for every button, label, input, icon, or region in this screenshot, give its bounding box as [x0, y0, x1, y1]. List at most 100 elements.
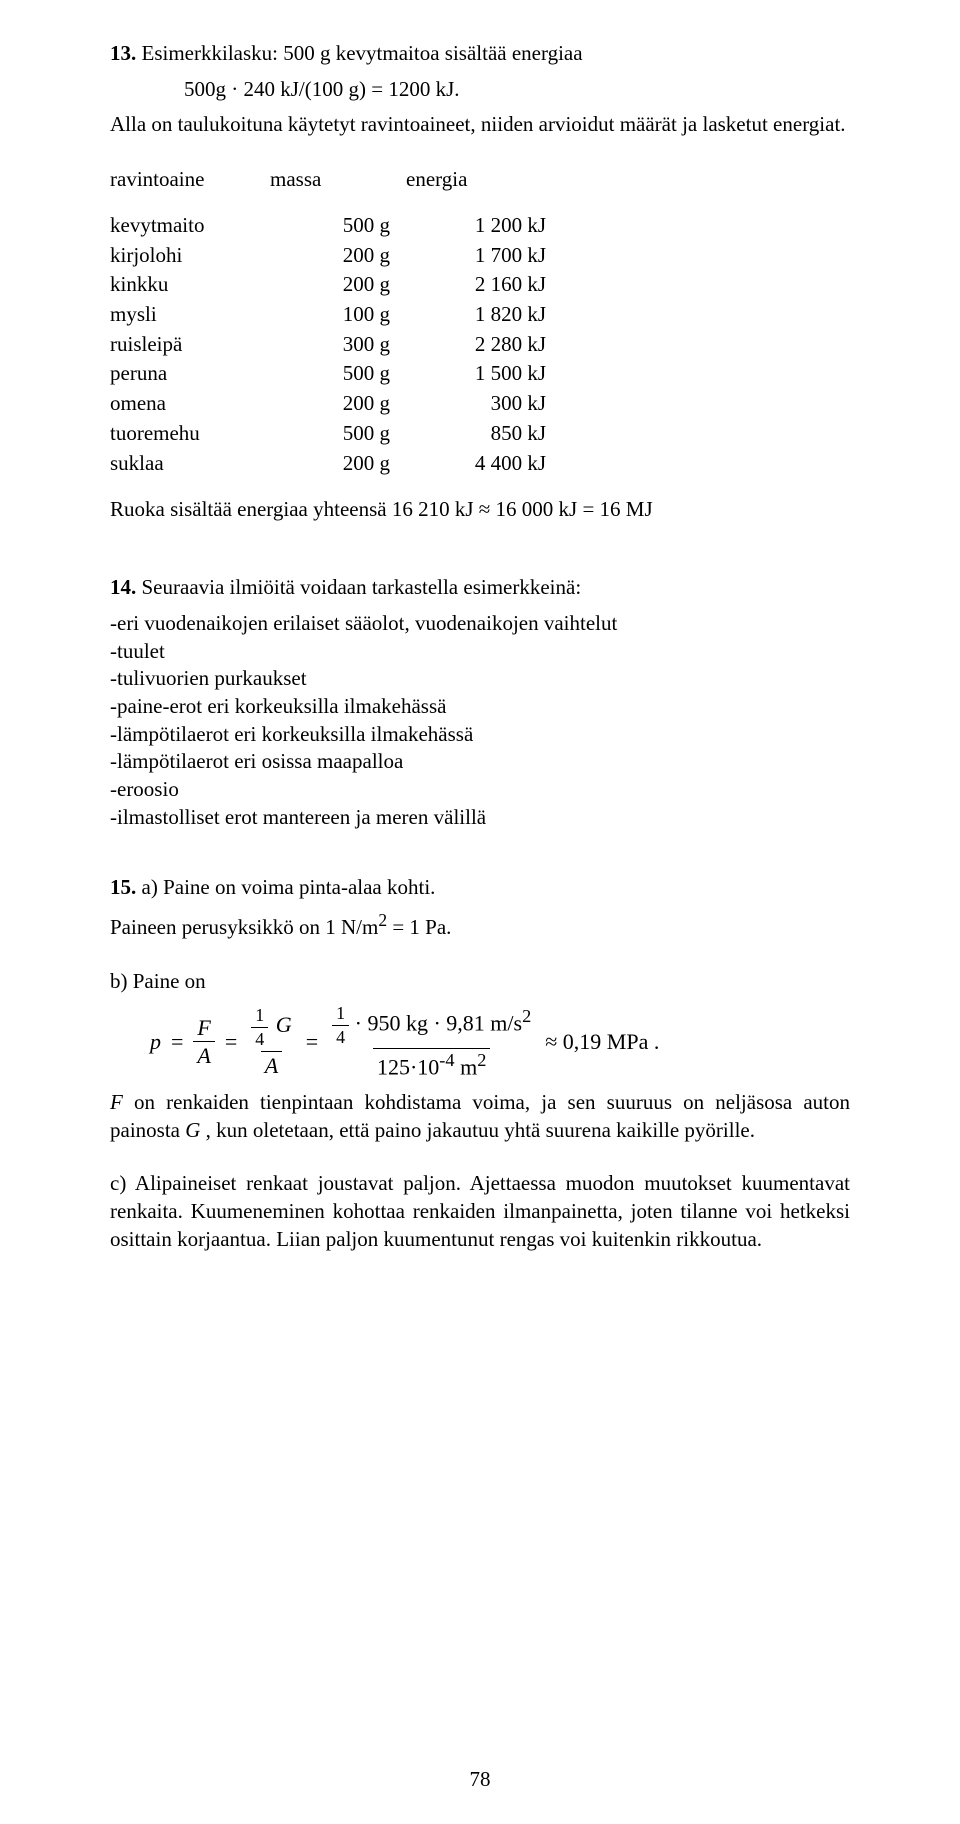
s13-summary: Ruoka sisältää energiaa yhteensä 16 210 … — [110, 496, 850, 524]
s15a-rest: a) Paine on voima pinta-alaa kohti. — [136, 875, 435, 899]
list-item: -lämpötilaerot eri osissa maapalloa — [110, 748, 850, 776]
eq-1a: 1 — [251, 1006, 268, 1027]
cell-energy: 300 kJ — [406, 389, 546, 419]
cell-mass: 200 g — [270, 270, 406, 300]
th-mass: massa — [270, 165, 406, 195]
eq-4a: 4 — [251, 1027, 268, 1049]
s15b-G: G — [185, 1118, 200, 1142]
cell-energy: 850 kJ — [406, 419, 546, 449]
eq-frac-numbers: 1 4 · 950 kg · 9,81 m/s2 125·10-4 m2 — [328, 1004, 535, 1079]
list-item: -ilmastolliset erot mantereen ja meren v… — [110, 804, 850, 832]
eq-p: p — [150, 1027, 161, 1056]
eq-1b: 1 — [332, 1004, 349, 1025]
cell-name: omena — [110, 389, 270, 419]
spacer — [110, 532, 850, 574]
cell-energy: 1 200 kJ — [406, 211, 546, 241]
table-row: suklaa 200 g 4 400 kJ — [110, 449, 546, 479]
eq-den-val: 125 — [377, 1055, 410, 1080]
table-spacer-row — [110, 195, 546, 211]
s13-lead: 13. Esimerkkilasku: 500 g kevytmaitoa si… — [110, 40, 850, 68]
spacer — [110, 1152, 850, 1170]
cell-mass: 200 g — [270, 389, 406, 419]
cell-name: mysli — [110, 300, 270, 330]
eq-result: ≈ 0,19 MPa . — [545, 1027, 659, 1056]
page: 13. Esimerkkilasku: 500 g kevytmaitoa si… — [0, 0, 960, 1824]
cell-name: suklaa — [110, 449, 270, 479]
list-item: -lämpötilaerot eri korkeuksilla ilmakehä… — [110, 721, 850, 749]
eq-dot1: · — [355, 1010, 362, 1035]
eq-eq1: = — [171, 1027, 183, 1056]
table-row: omena 200 g 300 kJ — [110, 389, 546, 419]
eq-eq3: = — [306, 1027, 318, 1056]
cell-mass: 500 g — [270, 211, 406, 241]
s15b-F: F — [110, 1090, 123, 1114]
s14-lead: 14. Seuraavia ilmiöitä voidaan tarkastel… — [110, 574, 850, 602]
eq-den-unit-sup: 2 — [477, 1050, 486, 1070]
s15-number: 15. — [110, 875, 136, 899]
eq-small-frac-2: 1 4 — [332, 1004, 349, 1047]
cell-name: ruisleipä — [110, 330, 270, 360]
cell-mass: 500 g — [270, 419, 406, 449]
cell-mass: 200 g — [270, 449, 406, 479]
s15b-label: b) Paine on — [110, 968, 850, 996]
th-name: ravintoaine — [110, 165, 270, 195]
eq-quarterG-num: 1 4 G — [247, 1006, 295, 1051]
cell-mass: 100 g — [270, 300, 406, 330]
s15c-para: c) Alipaineiset renkaat joustavat paljon… — [110, 1170, 850, 1253]
eq-G: G — [274, 1012, 292, 1037]
eq-den-unit: m — [455, 1055, 478, 1080]
spacer — [110, 478, 850, 496]
eq-g: 9,81 m/s — [446, 1010, 522, 1035]
s15a-line2: Paineen perusyksikkö on 1 N/m2 = 1 Pa. — [110, 909, 850, 942]
cell-name: kevytmaito — [110, 211, 270, 241]
s14-lead-rest: Seuraavia ilmiöitä voidaan tarkastella e… — [136, 575, 581, 599]
cell-name: peruna — [110, 359, 270, 389]
cell-energy: 2 160 kJ — [406, 270, 546, 300]
cell-mass: 300 g — [270, 330, 406, 360]
page-number: 78 — [0, 1766, 960, 1794]
cell-energy: 1 500 kJ — [406, 359, 546, 389]
eq-dot2: · — [433, 1010, 440, 1035]
s13-calc-line: 500g · 240 kJ/(100 g) = 1200 kJ. — [110, 76, 850, 104]
cell-name: kirjolohi — [110, 241, 270, 271]
s15b-para: F on renkaiden tienpintaan kohdistama vo… — [110, 1089, 850, 1144]
s15a-line2-sup: 2 — [378, 910, 387, 930]
spacer — [110, 832, 850, 874]
s13-lead-rest: Esimerkkilasku: 500 g kevytmaitoa sisält… — [136, 41, 582, 65]
table-row: tuoremehu 500 g 850 kJ — [110, 419, 546, 449]
s13-number: 13. — [110, 41, 136, 65]
cell-mass: 500 g — [270, 359, 406, 389]
eq-small-frac-1: 1 4 — [251, 1006, 268, 1049]
cell-energy: 4 400 kJ — [406, 449, 546, 479]
cell-energy: 1 820 kJ — [406, 300, 546, 330]
nutrition-table: ravintoaine massa energia kevytmaito 500… — [110, 165, 546, 478]
list-item: -eroosio — [110, 776, 850, 804]
s13-intro: Alla on taulukoituna käytetyt ravintoain… — [110, 111, 850, 139]
s15a-line2-pre: Paineen perusyksikkö on 1 N/m — [110, 915, 378, 939]
eq-den-exp: -4 — [439, 1050, 454, 1070]
eq-frac-quarterG: 1 4 G A — [247, 1006, 295, 1077]
spacer — [110, 950, 850, 968]
eq-g-sup: 2 — [522, 1006, 531, 1026]
pressure-equation: p = F A = 1 4 G A = 1 4 · — [150, 1004, 850, 1079]
eq-A1: A — [193, 1041, 214, 1067]
table-row: mysli 100 g 1 820 kJ — [110, 300, 546, 330]
cell-name: tuoremehu — [110, 419, 270, 449]
s15a-line2-post: = 1 Pa. — [387, 915, 451, 939]
list-item: -tulivuorien purkaukset — [110, 665, 850, 693]
spacer — [110, 147, 850, 165]
eq-numerator: 1 4 · 950 kg · 9,81 m/s2 — [328, 1004, 535, 1049]
eq-4b: 4 — [332, 1025, 349, 1047]
eq-A2: A — [261, 1051, 282, 1077]
s14-list: -eri vuodenaikojen erilaiset sääolot, vu… — [110, 610, 850, 832]
eq-frac-FA: F A — [193, 1016, 214, 1067]
cell-energy: 1 700 kJ — [406, 241, 546, 271]
cell-name: kinkku — [110, 270, 270, 300]
table-row: kirjolohi 200 g 1 700 kJ — [110, 241, 546, 271]
eq-mass: 950 kg — [367, 1010, 428, 1035]
s15b-text2: , kun oletetaan, että paino jakautuu yht… — [206, 1118, 755, 1142]
th-energy: energia — [406, 165, 546, 195]
table-row: kevytmaito 500 g 1 200 kJ — [110, 211, 546, 241]
s14-number: 14. — [110, 575, 136, 599]
list-item: -tuulet — [110, 638, 850, 666]
